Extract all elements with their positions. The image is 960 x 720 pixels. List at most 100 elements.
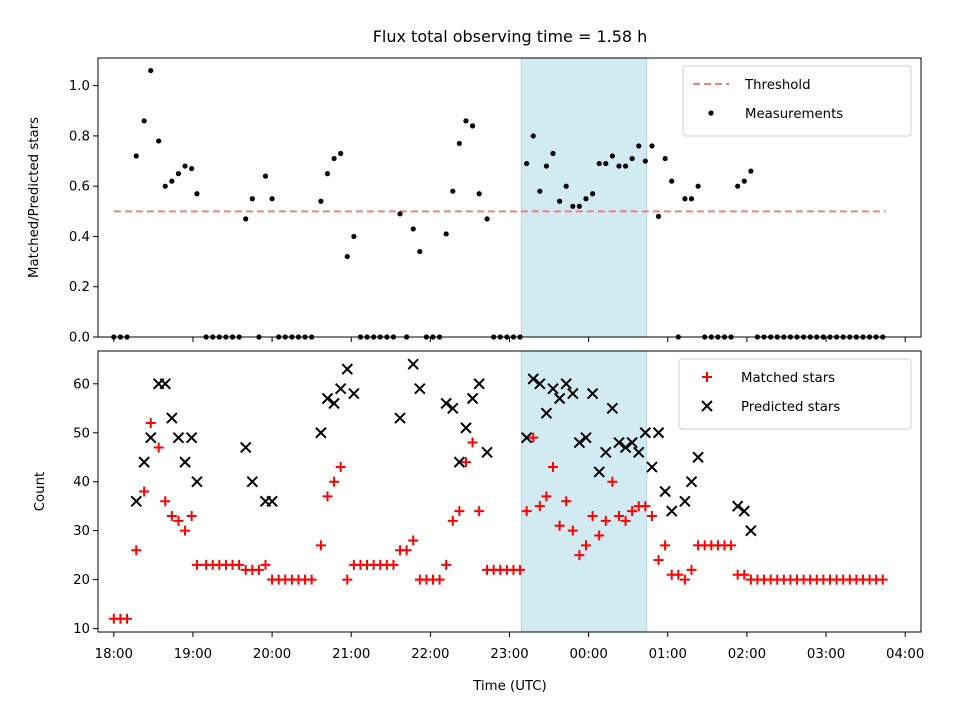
matched-star-point (548, 462, 559, 473)
predicted-star-point (460, 422, 472, 434)
top-panel: 0.0 0.2 0.4 0.6 0.8 1.0 Matched/Predicted star… (27, 57, 922, 346)
measurement-point (596, 160, 602, 167)
predicted-star-point (586, 387, 599, 400)
predicted-star-point (547, 382, 559, 395)
matched-star-point (534, 501, 545, 512)
x-tick-label: 04:00 (886, 647, 924, 662)
matched-star-point (554, 520, 565, 531)
matched-star-point (401, 545, 412, 556)
matched-star-point (441, 559, 452, 570)
bottom-y-tick-label: 60 (73, 377, 90, 392)
measurement-point (318, 198, 324, 204)
predicted-star-point (652, 427, 665, 439)
matched-star-point (306, 574, 317, 585)
matched-star-point (186, 510, 197, 521)
predicted-star-point (553, 392, 566, 405)
matched-star-point (679, 574, 690, 585)
matched-star-point (335, 462, 346, 473)
matched-star-point (474, 506, 485, 517)
predicted-star-point (334, 382, 347, 395)
matched-star-point (640, 501, 651, 512)
predicted-star-point (166, 412, 178, 424)
measurement-point (741, 178, 747, 184)
matched-star-point (646, 510, 657, 521)
predicted-star-point (613, 436, 625, 449)
matched-star-point (541, 491, 552, 502)
predicted-star-point (447, 402, 459, 414)
predicted-star-point (266, 495, 278, 507)
measurement-point (695, 183, 701, 189)
matched-star-point (131, 545, 142, 556)
measurement-point (530, 133, 536, 139)
matched-star-point (515, 564, 526, 575)
x-tick-label: 18:00 (95, 647, 133, 662)
predicted-star-point (560, 378, 572, 390)
matched-star-point (315, 540, 326, 551)
predicted-star-point (567, 387, 579, 400)
matched-star-point (567, 525, 578, 536)
measurement-point (133, 153, 139, 159)
measurement-point (682, 196, 688, 202)
predicted-star-point (745, 524, 757, 537)
measurement-point (324, 171, 331, 177)
measurement-point (243, 216, 249, 222)
predicted-star-point (414, 382, 426, 395)
measurement-point (331, 155, 337, 162)
matched-star-point (388, 559, 399, 570)
matched-star-point (594, 530, 605, 541)
matched-star-point (686, 564, 697, 575)
top-y-axis-label: Matched/Predicted stars (27, 117, 42, 278)
measurement-point (463, 118, 469, 124)
predicted-star-point (731, 500, 744, 512)
predicted-star-point (466, 392, 479, 405)
measurement-point (622, 163, 629, 169)
predicted-star-point (341, 363, 353, 375)
top-y-tick-label: 0.2 (69, 280, 90, 295)
matched-star-point (627, 506, 638, 517)
legend-label: Matched stars (741, 371, 835, 386)
measurement-point (269, 196, 275, 202)
bottom-observing-window (520, 350, 648, 633)
measurement-point (417, 248, 423, 255)
x-tick-label: 23:00 (490, 647, 528, 662)
predicted-star-point (130, 495, 142, 507)
predicted-star-point (679, 495, 691, 507)
matched-star-point (877, 574, 888, 585)
measurement-point (450, 188, 456, 194)
predicted-star-point (600, 446, 612, 459)
measurement-point (397, 211, 403, 217)
predicted-star-point (534, 378, 546, 390)
measurement-point (162, 183, 168, 189)
predicted-star-point (185, 431, 198, 444)
predicted-star-point (659, 485, 671, 498)
measurement-point (589, 191, 596, 197)
measurement-point (748, 168, 754, 174)
predicted-star-point (481, 446, 493, 459)
x-axis-label: Time (UTC) (472, 679, 547, 694)
matched-star-point (260, 559, 271, 570)
matched-star-point (342, 574, 353, 585)
measurement-point (148, 67, 154, 74)
measurement-point (550, 150, 556, 157)
measurement-point (469, 123, 476, 129)
top-y-tick-label: 1.0 (69, 79, 90, 94)
measurement-point (189, 165, 195, 172)
predicted-star-point (348, 387, 360, 400)
x-tick-label: 20:00 (253, 647, 291, 662)
measurement-point (570, 203, 576, 209)
matched-star-point (460, 457, 471, 468)
x-tick-label: 21:00 (332, 647, 370, 662)
predicted-star-point (145, 431, 157, 444)
chart-title: Flux total observing time = 1.58 h (373, 27, 648, 46)
measurement-point (524, 160, 530, 167)
predicted-star-point (666, 505, 678, 517)
x-tick-label: 01:00 (649, 647, 687, 662)
matched-star-point (454, 506, 465, 517)
measurement-point (175, 171, 182, 177)
predicted-star-point (191, 476, 203, 488)
predicted-star-point (593, 466, 605, 478)
legend-label: Measurements (745, 107, 843, 122)
measurement-point (537, 188, 543, 194)
matched-star-point (166, 510, 177, 521)
